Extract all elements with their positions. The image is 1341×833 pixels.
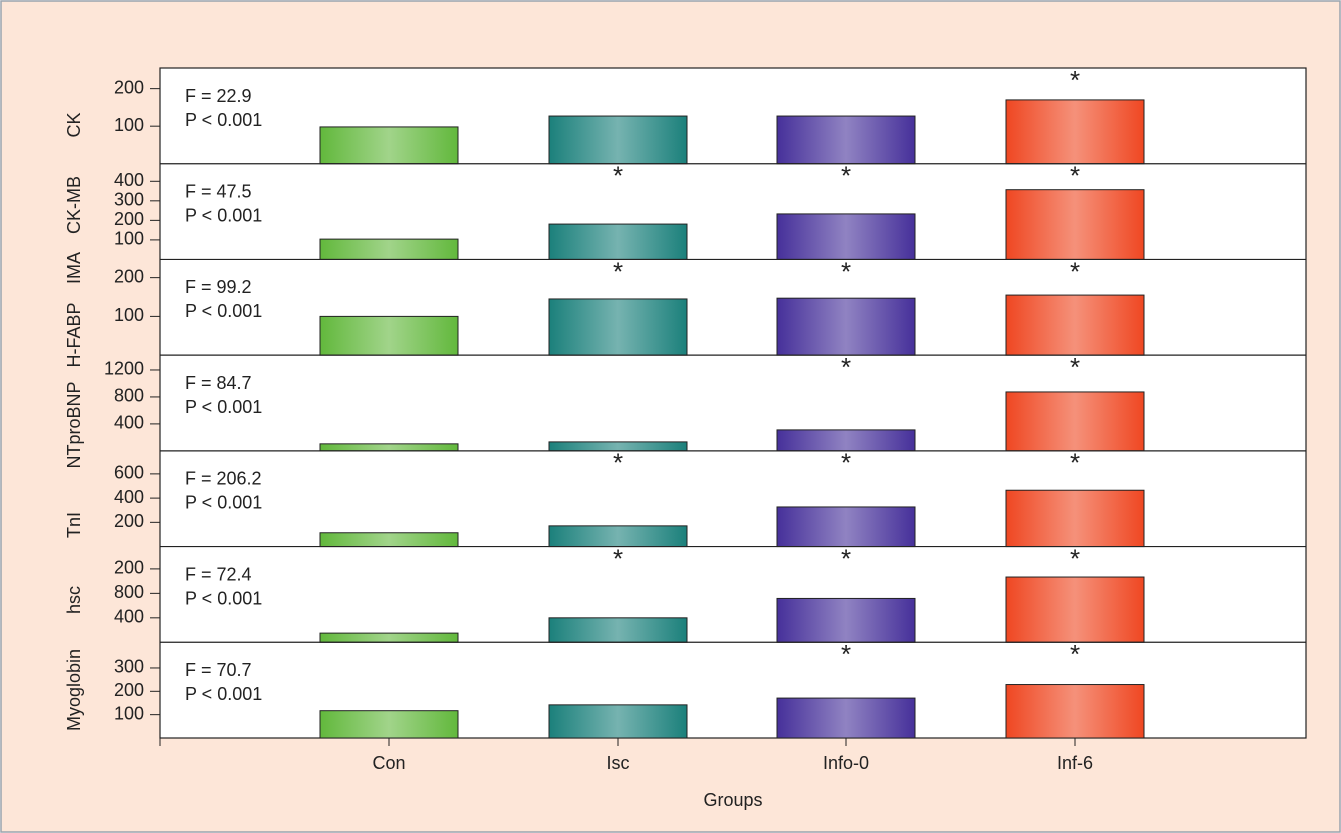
y-tick-label: 200 [114,680,144,700]
bar [1005,576,1145,643]
bar [776,213,916,260]
bar [1005,99,1145,165]
y-tick-label: 400 [114,487,144,507]
row-label: TnI [64,512,84,538]
y-tick-label: 200 [114,266,144,286]
bar [548,115,688,165]
x-tick-label: Inf-6 [1057,753,1093,773]
bar [1005,489,1145,548]
significance-marker: * [1070,65,1080,95]
bar [548,223,688,260]
y-tick-label: 800 [114,386,144,406]
y-tick-label: 200 [114,209,144,229]
significance-marker: * [841,639,851,669]
bar [548,617,688,643]
y-tick-label: 300 [114,190,144,210]
y-tick-label: 400 [114,607,144,627]
y-tick-label: 800 [114,582,144,602]
x-tick-label: Con [372,753,405,773]
significance-marker: * [613,161,623,191]
y-tick-label: 100 [114,305,144,325]
y-tick-label: 400 [114,170,144,190]
row-label: Myoglobin [64,649,84,731]
bar [1005,294,1145,356]
significance-marker: * [1070,639,1080,669]
stat-p: P < 0.001 [185,588,262,608]
significance-marker: * [841,352,851,382]
significance-marker: * [613,256,623,286]
bar [319,443,459,452]
x-tick-label: Isc [606,753,629,773]
bar [319,238,459,260]
stat-p: P < 0.001 [185,684,262,704]
significance-marker: * [1070,352,1080,382]
bar [776,597,916,643]
significance-marker: * [613,543,623,573]
row-label: CK-MB [64,176,84,234]
row-label: CK [64,112,84,137]
y-tick-label: 100 [114,115,144,135]
bar [319,710,459,739]
y-tick-label: 1200 [104,359,144,379]
x-tick-label: Info-0 [823,753,869,773]
y-tick-label: 400 [114,413,144,433]
bar [776,297,916,356]
significance-marker: * [841,161,851,191]
y-tick-label: 300 [114,657,144,677]
stat-f: F = 47.5 [185,181,252,201]
row-label: IMA [64,252,84,284]
significance-marker: * [1070,448,1080,478]
bar [319,632,459,643]
stat-f: F = 206.2 [185,469,262,489]
bar [1005,684,1145,739]
stat-f: F = 84.7 [185,373,252,393]
row-label: NTproBNP [64,381,84,468]
y-tick-label: 100 [114,703,144,723]
bar [319,532,459,548]
stat-f: F = 99.2 [185,277,252,297]
bar [319,126,459,165]
bar [548,704,688,739]
stat-f: F = 22.9 [185,86,252,106]
significance-marker: * [1070,543,1080,573]
row-label: hsc [64,586,84,614]
significance-marker: * [841,256,851,286]
stat-p: P < 0.001 [185,110,262,130]
y-tick-label: 600 [114,463,144,483]
y-tick-label: 100 [114,229,144,249]
y-tick-label: 200 [114,558,144,578]
bar [776,115,916,165]
stat-p: P < 0.001 [185,493,262,513]
significance-marker: * [841,543,851,573]
bar [1005,189,1145,260]
y-tick-label: 200 [114,77,144,97]
bar [776,506,916,548]
stat-p: P < 0.001 [185,397,262,417]
row-label: H-FABP [64,302,84,367]
significance-marker: * [841,448,851,478]
stat-p: P < 0.001 [185,205,262,225]
y-tick-label: 200 [114,511,144,531]
stat-f: F = 72.4 [185,564,252,584]
bar [1005,391,1145,452]
significance-marker: * [1070,256,1080,286]
bar [776,697,916,739]
stat-f: F = 70.7 [185,660,252,680]
significance-marker: * [613,448,623,478]
bar [548,298,688,356]
bar [319,315,459,356]
significance-marker: * [1070,161,1080,191]
stat-p: P < 0.001 [185,301,262,321]
x-axis-title: Groups [703,790,762,810]
